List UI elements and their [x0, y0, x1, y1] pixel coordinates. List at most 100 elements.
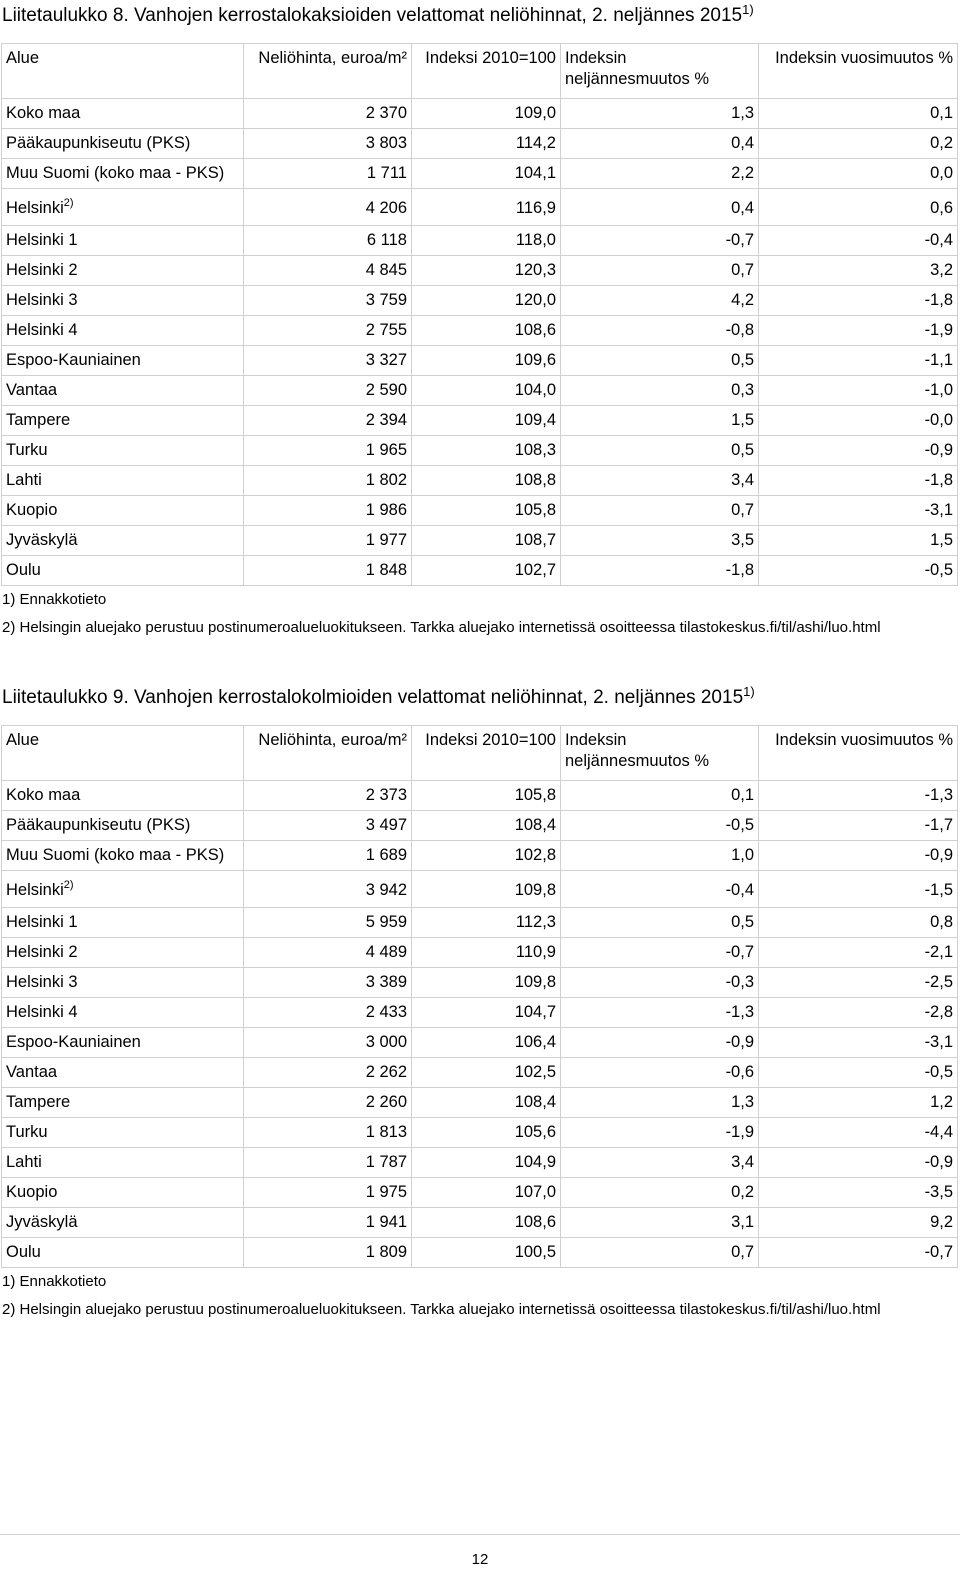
cell-annual-change-text: 0,8	[930, 913, 953, 931]
cell-area: Tampere	[1, 1087, 244, 1118]
cell-price: 3 389	[243, 967, 412, 998]
cell-price: 1 813	[243, 1117, 412, 1148]
table-row: Koko maa 2 370 109,0 1,3 0,1	[1, 98, 958, 129]
cell-price-text: 3 942	[365, 880, 407, 899]
table-row: Helsinki 4 2 433 104,7 -1,3 -2,8	[1, 997, 958, 1028]
cell-quarterly-change: 1,5	[560, 405, 759, 436]
footnote-2: 2) Helsingin aluejako perustuu postinume…	[2, 1301, 881, 1318]
cell-annual-change: -0,9	[758, 435, 958, 466]
cell-quarterly-change: -1,9	[560, 1117, 759, 1148]
cell-quarterly-change: 0,3	[560, 375, 759, 406]
cell-area: Tampere	[1, 405, 244, 436]
cell-quarterly-change-text: -1,8	[725, 561, 754, 579]
cell-annual-change-text: -0,4	[924, 231, 953, 249]
cell-price: 4 845	[243, 255, 412, 286]
cell-index: 110,9	[411, 937, 561, 968]
cell-price: 3 942	[243, 870, 412, 908]
cell-annual-change: -4,4	[758, 1117, 958, 1148]
cell-area: Kuopio	[1, 1177, 244, 1208]
cell-annual-change: 0,1	[758, 98, 958, 129]
cell-area: Helsinki2)	[1, 188, 244, 226]
cell-area: Espoo-Kauniainen	[1, 345, 244, 376]
cell-price: 3 327	[243, 345, 412, 376]
cell-price: 3 803	[243, 128, 412, 159]
cell-annual-change-text: -1,8	[924, 471, 953, 489]
cell-quarterly-change-text: -0,9	[725, 1033, 754, 1051]
table-row: Vantaa 2 262 102,5 -0,6 -0,5	[1, 1057, 958, 1088]
cell-annual-change: 0,2	[758, 128, 958, 159]
cell-annual-change: 0,8	[758, 907, 958, 938]
cell-area: Koko maa	[1, 780, 244, 811]
cell-quarterly-change-text: -1,3	[725, 1003, 754, 1021]
cell-area-text: Helsinki 2	[6, 261, 78, 279]
cell-quarterly-change: -1,8	[560, 555, 759, 586]
cell-annual-change: 9,2	[758, 1207, 958, 1238]
cell-index-text: 102,8	[514, 846, 556, 864]
header-row: Alue Neliöhinta, euroa/m² Indeksi 2010=1…	[1, 725, 958, 781]
cell-index-text: 100,5	[514, 1243, 556, 1261]
cell-price: 1 809	[243, 1237, 412, 1268]
cell-quarterly-change-text: 0,7	[731, 501, 754, 519]
cell-index: 100,5	[411, 1237, 561, 1268]
cell-index-text: 118,0	[515, 231, 556, 249]
cell-annual-change: -1,0	[758, 375, 958, 406]
cell-annual-change: 1,2	[758, 1087, 958, 1118]
cell-index: 104,9	[411, 1147, 561, 1178]
cell-index: 112,3	[411, 907, 561, 938]
cell-price-text: 1 848	[365, 561, 407, 579]
col-header-annual-change: Indeksin vuosimuutos %	[758, 725, 958, 781]
cell-quarterly-change-text: 1,3	[731, 104, 754, 122]
cell-index-text: 109,4	[514, 411, 556, 429]
table-row: Espoo-Kauniainen 3 000 106,4 -0,9 -3,1	[1, 1027, 958, 1058]
cell-quarterly-change: 3,4	[560, 1147, 759, 1178]
cell-area-text: Lahti	[6, 471, 42, 489]
cell-annual-change: -0,9	[758, 840, 958, 871]
cell-index-text: 104,0	[514, 381, 556, 399]
cell-index-text: 109,8	[514, 973, 556, 991]
table-row: Helsinki2) 3 942 109,8 -0,4 -1,5	[1, 870, 958, 908]
col-header-quarterly-change: Indeksin neljännesmuutos %	[560, 725, 759, 781]
cell-annual-change-text: 0,2	[930, 134, 953, 152]
cell-annual-change: -1,8	[758, 465, 958, 496]
cell-price-text: 4 206	[365, 198, 407, 217]
cell-area: Kuopio	[1, 495, 244, 526]
cell-quarterly-change: 3,5	[560, 525, 759, 556]
cell-price: 3 000	[243, 1027, 412, 1058]
cell-price-text: 1 977	[365, 531, 407, 549]
cell-annual-change-text: -0,9	[924, 1153, 953, 1171]
cell-area-text: Helsinki 3	[6, 291, 78, 309]
table-title-text: Liitetaulukko 8. Vanhojen kerrostalokaks…	[2, 5, 743, 26]
col-header-price: Neliöhinta, euroa/m²	[243, 725, 412, 781]
cell-index: 109,8	[411, 967, 561, 998]
cell-price-text: 4 489	[365, 943, 407, 961]
cell-price: 2 260	[243, 1087, 412, 1118]
cell-annual-change-text: -2,8	[924, 1003, 953, 1021]
cell-index-text: 104,1	[514, 164, 556, 182]
cell-quarterly-change-text: 1,3	[731, 1093, 754, 1111]
cell-area-text: Helsinki 2	[6, 943, 78, 961]
cell-annual-change-text: 0,6	[930, 198, 953, 217]
cell-price: 6 118	[243, 225, 412, 256]
cell-annual-change-text: -1,1	[924, 351, 953, 369]
cell-area-text: Pääkaupunkiseutu (PKS)	[6, 134, 191, 152]
cell-area-text: Koko maa	[6, 104, 81, 122]
cell-index: 102,7	[411, 555, 561, 586]
cell-area: Helsinki 4	[1, 997, 244, 1028]
cell-price-text: 1 965	[365, 441, 407, 459]
cell-price: 1 986	[243, 495, 412, 526]
cell-annual-change: -1,3	[758, 780, 958, 811]
table-row: Helsinki 4 2 755 108,6 -0,8 -1,9	[1, 315, 958, 346]
cell-annual-change-text: -0,5	[924, 1063, 953, 1081]
table-row: Oulu 1 848 102,7 -1,8 -0,5	[1, 555, 958, 586]
cell-area: Pääkaupunkiseutu (PKS)	[1, 128, 244, 159]
cell-annual-change-text: 0,1	[930, 104, 953, 122]
cell-area: Helsinki 1	[1, 225, 244, 256]
cell-quarterly-change-text: 3,4	[731, 1153, 754, 1171]
table-section-8: Liitetaulukko 8. Vanhojen kerrostalokaks…	[0, 2, 960, 636]
cell-index-text: 110,9	[515, 943, 556, 961]
price-table: Alue Neliöhinta, euroa/m² Indeksi 2010=1…	[1, 43, 958, 586]
cell-index-text: 108,6	[514, 321, 556, 339]
table-row: Lahti 1 802 108,8 3,4 -1,8	[1, 465, 958, 496]
cell-area: Helsinki 2	[1, 255, 244, 286]
cell-price-text: 1 986	[365, 501, 407, 519]
